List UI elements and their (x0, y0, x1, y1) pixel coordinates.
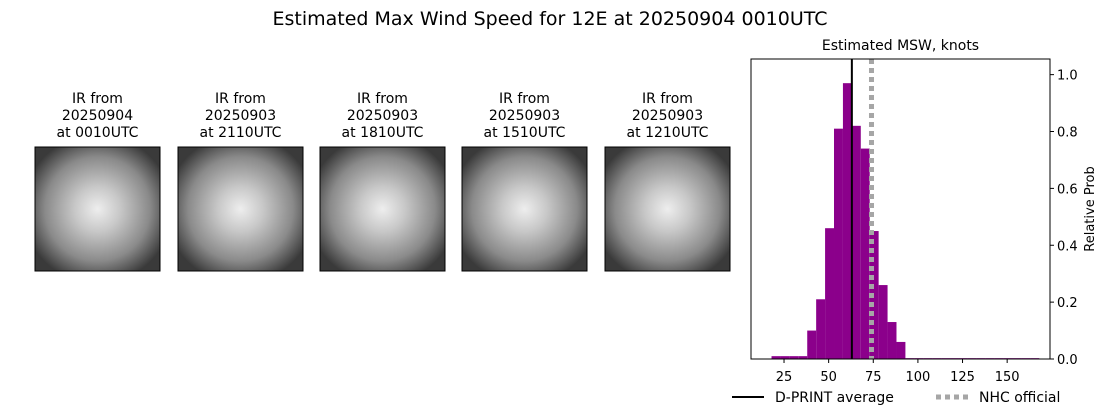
panel-label: at 0010UTC (57, 125, 139, 141)
x-tick-label: 100 (905, 370, 930, 385)
legend-label: D-PRINT average (775, 390, 894, 406)
panel-label: 20250903 (205, 108, 276, 124)
panel-label: IR from (215, 91, 266, 107)
x-tick-label: 50 (820, 370, 837, 385)
ir-image (461, 146, 588, 272)
y-tick-label: 0.0 (1057, 353, 1078, 368)
bar (798, 356, 808, 359)
bar (851, 125, 861, 359)
y-tick-label: 0.6 (1057, 182, 1078, 197)
y-tick-label: 0.2 (1057, 296, 1078, 311)
x-tick-label: 25 (776, 370, 793, 385)
panel-label: at 1210UTC (627, 125, 709, 141)
bar (842, 83, 852, 359)
ir-image (177, 146, 304, 272)
ir-image (319, 146, 446, 272)
x-tick-label: 75 (865, 370, 882, 385)
bar (878, 285, 888, 359)
y-tick-label: 0.8 (1057, 126, 1078, 141)
panel-label: IR from (499, 91, 550, 107)
x-tick-label: 125 (950, 370, 975, 385)
panel-label: at 1510UTC (484, 125, 566, 141)
panel-label: at 1810UTC (342, 125, 424, 141)
legend-label: NHC official (979, 390, 1060, 406)
panel-label: IR from (72, 91, 123, 107)
x-tick-label: 150 (995, 370, 1020, 385)
bar (896, 341, 906, 359)
y-tick-label: 1.0 (1057, 69, 1078, 84)
plot-frame (750, 58, 1051, 360)
panel-label: 20250903 (347, 108, 418, 124)
ir-image (604, 146, 731, 272)
bar (816, 299, 826, 359)
bar (869, 231, 879, 359)
bar (860, 148, 870, 359)
panel-label: 20250903 (632, 108, 703, 124)
figure-title: Estimated Max Wind Speed for 12E at 2025… (272, 8, 827, 30)
y-axis-label: Relative Prob (1083, 166, 1098, 251)
bar (780, 356, 790, 359)
bar (771, 356, 781, 359)
panel-label: at 2110UTC (200, 125, 282, 141)
panel-label: 20250903 (489, 108, 560, 124)
bar (825, 228, 835, 359)
bar (789, 356, 799, 359)
bar (834, 128, 843, 359)
y-tick-label: 0.4 (1057, 239, 1078, 254)
bar (807, 330, 817, 359)
bar (887, 322, 897, 359)
panel-label: IR from (642, 91, 693, 107)
panel-label: 20250904 (62, 108, 133, 124)
chart-title: Estimated MSW, knots (822, 38, 979, 54)
panel-label: IR from (357, 91, 408, 107)
ir-image (34, 146, 161, 272)
